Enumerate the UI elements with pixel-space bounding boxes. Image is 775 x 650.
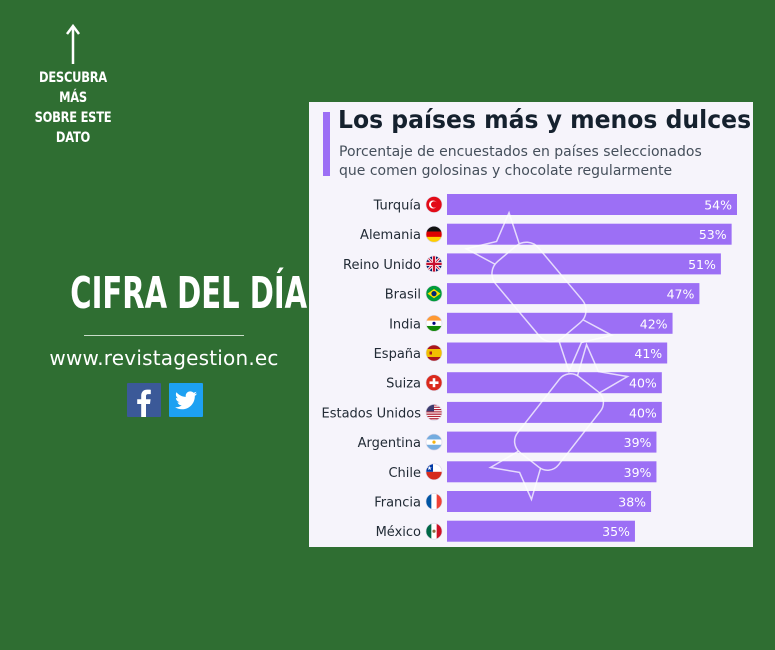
category-label: España: [374, 347, 421, 362]
bar-value-label: 42%: [640, 316, 668, 331]
bar-value-label: 38%: [618, 495, 646, 510]
bar-méxico: [447, 520, 635, 542]
category-label: Argentina: [358, 436, 421, 451]
bar-value-label: 53%: [699, 227, 727, 242]
flag-mexico-icon: [425, 522, 443, 540]
flag-argentina-icon: [425, 433, 443, 451]
headline: CIFRA DEL DÍA: [70, 268, 308, 319]
flag-usa-icon: [425, 404, 443, 421]
category-label: Francia: [374, 496, 421, 511]
bar-reino-unido: [447, 253, 721, 275]
site-url[interactable]: www.revistagestion.ec: [49, 346, 279, 370]
chart-subtitle: Porcentaje de encuestados en países sele…: [339, 144, 702, 179]
learn-more-text: DESCUBRA MÁS SOBRE ESTE DATO: [34, 70, 112, 146]
category-label: Chile: [388, 466, 421, 481]
bar-brasil: [447, 283, 700, 305]
category-label: Suiza: [386, 377, 421, 392]
category-label: Brasil: [385, 288, 421, 303]
category-label: Turquía: [373, 199, 421, 214]
flag-switzerland-icon: [425, 374, 443, 392]
bar-value-label: 41%: [634, 346, 662, 361]
flag-germany-icon: [425, 225, 443, 243]
left-panel: DESCUBRA MÁS SOBRE ESTE DATO CIFRA DEL D…: [0, 0, 310, 650]
headline-divider: [84, 335, 244, 336]
bar-value-label: 40%: [629, 405, 657, 420]
category-label: India: [389, 317, 421, 332]
bar-chart: 54% Turquía 53% Alemania 51% Reino Unido 47% Br…: [321, 194, 737, 542]
learn-more-link[interactable]: DESCUBRA MÁS SOBRE ESTE DATO: [14, 24, 132, 148]
flag-spain-icon: [425, 344, 443, 362]
flag-turkey-icon: [425, 196, 443, 213]
bar-value-label: 39%: [624, 435, 652, 450]
bar-value-label: 35%: [602, 524, 630, 539]
bar-value-label: 51%: [688, 257, 716, 272]
flag-france-icon: [425, 493, 443, 510]
category-label: Reino Unido: [343, 258, 421, 273]
bar-value-label: 40%: [629, 376, 657, 391]
bar-value-label: 47%: [667, 287, 695, 302]
social-links: [127, 383, 203, 417]
flag-india-icon: [425, 315, 443, 332]
chart-title: Los países más y menos dulces: [338, 105, 752, 134]
flag-brazil-icon: [425, 285, 443, 302]
up-arrow-icon: [66, 24, 80, 64]
bar-turquía: [447, 194, 737, 215]
bar-value-label: 54%: [704, 198, 732, 213]
flag-chile-icon: [425, 463, 443, 481]
facebook-icon[interactable]: [127, 383, 161, 417]
category-label: México: [376, 525, 421, 540]
bar-value-label: 39%: [624, 465, 652, 480]
category-label: Alemania: [360, 228, 421, 243]
twitter-icon[interactable]: [169, 383, 203, 417]
bar-alemania: [447, 223, 732, 245]
chart-card: Los países más y menos dulces Porcentaje…: [309, 102, 753, 547]
title-accent-bar: [323, 112, 330, 176]
flag-uk-icon: [425, 255, 443, 273]
category-label: Estados Unidos: [321, 406, 421, 421]
bar-india: [447, 312, 673, 334]
